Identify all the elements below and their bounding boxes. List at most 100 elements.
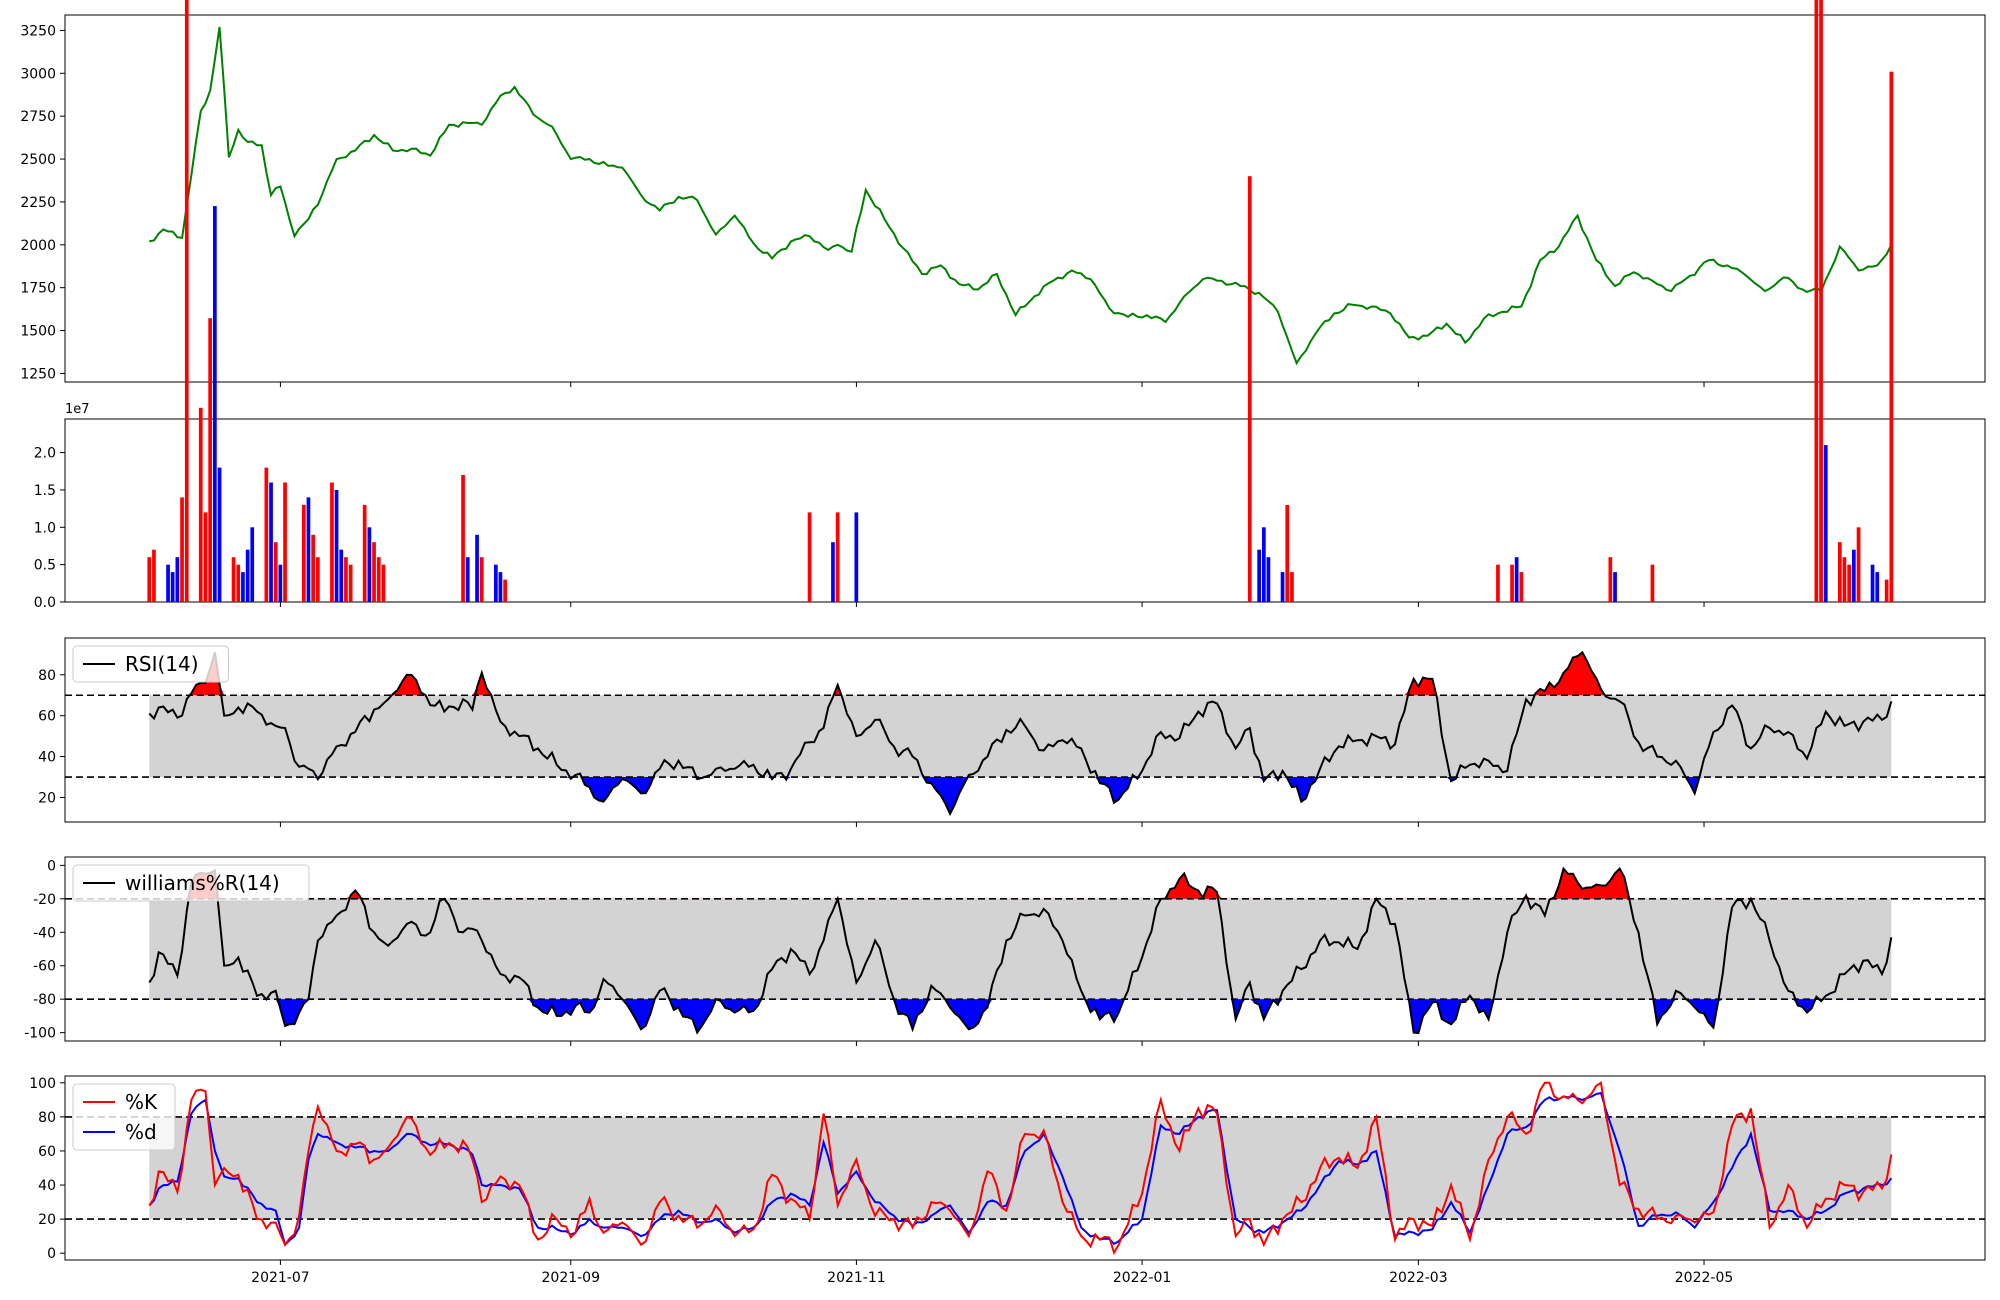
rsi-ytick-label: 40	[38, 750, 56, 766]
stochastic-ytick-label: 60	[38, 1144, 56, 1160]
volume-ytick-label: 0.0	[34, 595, 56, 611]
volume-bar	[180, 497, 184, 602]
rsi-oversold-fill	[149, 777, 1892, 814]
volume-bar	[1875, 572, 1880, 602]
volume-bar	[311, 534, 315, 602]
x-tick-label: 2021-09	[542, 1270, 601, 1286]
price-ytick-label: 2500	[20, 152, 56, 168]
price-ytick-label: 3000	[20, 66, 56, 82]
volume-bar	[1262, 527, 1266, 602]
volume-bar	[1257, 549, 1261, 602]
williams-ytick-label: 0	[47, 858, 56, 874]
stochastic-ytick-label: 100	[29, 1076, 56, 1092]
volume-panel-frame	[64, 418, 1986, 603]
volume-bar	[461, 475, 465, 602]
volume-bar	[339, 549, 344, 602]
volume-bar	[217, 467, 222, 602]
volume-bar	[835, 512, 840, 602]
rsi-legend-box	[72, 645, 229, 683]
volume-bar	[1870, 564, 1875, 602]
stochastic-ytick-label: 0	[47, 1246, 56, 1262]
stochastic-legend-box	[72, 1083, 176, 1151]
price-line	[149, 26, 1893, 366]
volume-bar	[372, 542, 376, 602]
volume-bar	[170, 572, 175, 602]
price-ytick-label: 2000	[20, 238, 56, 254]
volume-bar	[203, 512, 208, 602]
volume-bar	[1823, 445, 1828, 602]
price-panel-frame	[64, 14, 1986, 383]
volume-bar	[278, 564, 283, 602]
volume-bar	[175, 557, 180, 602]
volume-bar	[184, 0, 189, 603]
volume-bar	[334, 490, 339, 602]
volume-bar	[269, 482, 273, 602]
stochastic-ytick-label: 40	[38, 1178, 56, 1194]
stochastic-legend-label: %d	[125, 1120, 157, 1144]
williams-overbought-fill	[149, 868, 1892, 899]
price-ytick-label: 2250	[20, 195, 56, 211]
volume-exponent-label: 1e7	[65, 402, 90, 417]
williams-oversold-fill	[149, 999, 1892, 1033]
volume-bar	[273, 542, 278, 602]
volume-bar	[367, 527, 372, 602]
rsi-ytick-label: 80	[38, 668, 56, 684]
volume-bar	[1514, 557, 1519, 602]
volume-ytick-label: 1.0	[34, 520, 56, 536]
stochastic-legend-label: %K	[125, 1090, 158, 1114]
stochastic-ytick-label: 20	[38, 1212, 56, 1228]
x-tick-label: 2022-05	[1675, 1270, 1734, 1286]
rsi-ytick-label: 60	[38, 709, 56, 725]
volume-bar	[213, 206, 217, 602]
volume-bar	[198, 407, 203, 602]
volume-bar	[498, 572, 503, 602]
volume-bar	[231, 557, 236, 602]
price-ytick-label: 2750	[20, 109, 56, 125]
rsi-band	[149, 695, 1892, 778]
volume-bar	[1856, 527, 1861, 602]
volume-bar	[1613, 572, 1617, 602]
volume-bar	[854, 512, 859, 602]
rsi-overbought-fill	[149, 652, 1892, 696]
x-tick-label: 2021-07	[251, 1270, 310, 1286]
volume-bar	[362, 504, 367, 602]
rsi-ytick-label: 20	[38, 790, 56, 806]
volume-bar	[1496, 564, 1500, 602]
price-ytick-label: 1750	[20, 281, 56, 297]
williams-ytick-label: -100	[24, 1026, 56, 1042]
volume-bar	[376, 557, 381, 602]
volume-bar	[1847, 564, 1851, 602]
williams-legend-box	[72, 864, 310, 902]
volume-bar	[283, 482, 287, 602]
volume-bar	[1280, 572, 1285, 602]
stochastic-k-line	[148, 1081, 1893, 1256]
price-ytick-label: 1500	[20, 324, 56, 340]
volume-bar	[1519, 572, 1524, 602]
volume-bar	[1814, 0, 1819, 603]
volume-ytick-label: 1.5	[34, 483, 56, 499]
volume-bar	[166, 564, 170, 602]
williams-line	[148, 866, 1893, 1035]
volume-ytick-label: 2.0	[34, 446, 56, 462]
volume-ytick-label: 0.5	[34, 558, 56, 574]
volume-bar	[1838, 542, 1842, 602]
volume-bar	[479, 557, 484, 602]
volume-bar	[1608, 557, 1613, 602]
volume-bar	[208, 318, 212, 602]
volume-bar	[152, 549, 156, 602]
price-ytick-label: 3250	[20, 23, 56, 39]
williams-ytick-label: -40	[33, 925, 56, 941]
price-ytick-label: 1250	[20, 366, 56, 382]
stochastic-band	[149, 1116, 1892, 1220]
volume-bar	[1842, 557, 1847, 602]
volume-bar	[1889, 71, 1894, 602]
volume-bar	[1266, 557, 1271, 602]
volume-bar	[344, 557, 348, 602]
williams-ytick-label: -80	[33, 992, 56, 1008]
volume-bar	[348, 564, 353, 602]
volume-bar	[807, 512, 812, 602]
volume-bar	[1290, 572, 1294, 602]
volume-bar	[465, 557, 470, 602]
williams-ytick-label: -60	[33, 959, 56, 975]
